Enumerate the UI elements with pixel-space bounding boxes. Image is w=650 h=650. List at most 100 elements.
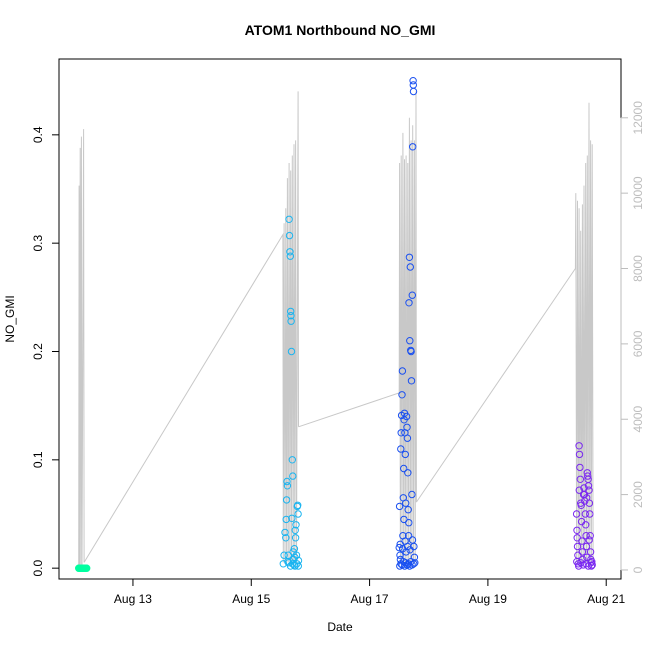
data-point-s3-21 <box>582 542 591 551</box>
data-point-s1-13 <box>286 252 294 260</box>
y2-tick-label-1: 2000 <box>631 481 645 508</box>
data-point-s1-4 <box>282 515 290 524</box>
series-1 <box>279 215 303 570</box>
data-point-s2-26 <box>406 337 414 345</box>
data-point-s1-14 <box>287 307 295 316</box>
y-tick-label-1: 0.1 <box>31 451 45 468</box>
data-point-s1-2 <box>281 528 289 537</box>
y-tick-label-2: 0.2 <box>31 343 45 360</box>
data-point-s1-32 <box>294 501 302 509</box>
data-point-s1-17 <box>287 347 296 356</box>
data-point-s2-2 <box>396 551 404 559</box>
x-axis-label: Date <box>327 620 353 634</box>
series-0 <box>75 564 91 572</box>
data-point-s1-1 <box>280 551 288 559</box>
data-point-s2-35 <box>409 81 417 89</box>
data-point-s2-32 <box>408 291 416 299</box>
x-tick-label-1: Aug 15 <box>232 592 270 606</box>
data-point-s2-11 <box>400 464 408 473</box>
data-point-s1-20 <box>289 472 297 480</box>
y-axis-label: NO_GMI <box>3 295 17 342</box>
background-trace-segment-0 <box>78 129 85 571</box>
data-point-s3-2 <box>573 542 582 551</box>
y2-axis: 0 2000 4000 6000 8000 10000 12000 <box>620 101 645 573</box>
y2-tick-label-4: 8000 <box>631 255 645 282</box>
data-point-s2-15 <box>401 450 409 459</box>
data-point-s1-7 <box>283 482 292 490</box>
data-point-s3-10 <box>577 501 585 509</box>
data-point-s1-35 <box>294 556 303 565</box>
data-point-s2-53 <box>398 545 407 553</box>
data-point-s3-36 <box>573 558 581 566</box>
y2-tick-label-2: 4000 <box>631 406 645 433</box>
data-point-s2-27 <box>406 263 414 271</box>
data-point-s3-38 <box>577 559 585 567</box>
background-trace-segment-3 <box>415 102 594 563</box>
data-point-s3-1 <box>573 526 581 534</box>
plot-frame <box>58 58 622 580</box>
data-point-s1-3 <box>282 534 290 542</box>
data-point-s2-20 <box>403 434 412 442</box>
data-point-s1-5 <box>282 496 291 504</box>
background-trace-segment-2 <box>298 91 417 563</box>
data-point-s3-18 <box>581 510 589 518</box>
data-point-s1-0 <box>279 560 287 568</box>
data-point-s2-31 <box>408 490 416 499</box>
data-point-s1-39 <box>291 562 299 570</box>
data-point-s1-11 <box>285 231 294 240</box>
y2-tick-label-3: 6000 <box>631 330 645 357</box>
data-point-s3-6 <box>575 450 584 459</box>
data-point-s2-57 <box>408 536 417 544</box>
data-point-s2-18 <box>402 412 411 421</box>
background-trace-segment-1 <box>83 91 299 563</box>
data-point-s1-12 <box>286 248 294 256</box>
data-point-s2-4 <box>397 445 405 453</box>
data-point-s2-24 <box>405 299 413 307</box>
x-axis: Aug 13 Aug 15 Aug 17 Aug 19 Aug 21 <box>114 578 626 606</box>
data-point-s1-6 <box>283 477 291 486</box>
y-tick-label-4: 0.4 <box>31 126 45 143</box>
series-2 <box>395 77 419 570</box>
data-point-s0-13 <box>83 564 91 572</box>
chart-title: ATOM1 Northbound NO_GMI <box>245 22 436 38</box>
data-point-s3-27 <box>585 486 593 494</box>
data-point-s1-26 <box>291 526 299 534</box>
data-point-s2-7 <box>398 391 406 399</box>
data-point-s1-28 <box>292 521 300 529</box>
data-point-s1-37 <box>286 562 295 570</box>
data-point-s3-5 <box>575 442 583 450</box>
data-point-s3-41 <box>584 562 592 570</box>
data-point-s2-56 <box>406 546 414 554</box>
data-point-s1-15 <box>287 312 295 320</box>
data-point-s3-46 <box>575 486 583 494</box>
data-point-s1-10 <box>285 215 293 224</box>
data-point-s2-19 <box>403 423 411 431</box>
data-point-s2-5 <box>397 429 405 437</box>
data-point-s1-38 <box>288 560 297 568</box>
data-point-s2-50 <box>408 561 416 569</box>
data-point-s3-44 <box>583 494 591 502</box>
data-point-s2-59 <box>405 519 413 527</box>
data-point-s3-19 <box>582 521 590 529</box>
data-point-s2-36 <box>409 87 418 96</box>
data-point-s3-42 <box>587 555 595 564</box>
data-point-s2-33 <box>409 143 417 151</box>
x-tick-label-0: Aug 13 <box>114 592 152 606</box>
data-point-s2-8 <box>398 367 407 375</box>
data-point-s3-30 <box>586 532 594 540</box>
data-point-s2-21 <box>404 469 412 477</box>
data-point-s1-18 <box>288 514 296 522</box>
y-tick-label-0: 0.0 <box>31 560 45 577</box>
data-point-s3-45 <box>585 536 593 544</box>
plot-area <box>75 77 596 572</box>
x-tick-label-4: Aug 21 <box>587 592 625 606</box>
y2-tick-label-0: 0 <box>631 566 645 573</box>
data-point-s2-30 <box>407 377 416 385</box>
data-point-s1-33 <box>294 510 302 518</box>
data-point-s1-24 <box>290 545 299 553</box>
data-point-s3-0 <box>572 510 581 518</box>
data-point-s2-0 <box>395 543 403 552</box>
y-axis: 0.0 0.1 0.2 0.3 0.4 <box>31 126 60 577</box>
data-point-s2-34 <box>409 77 417 85</box>
